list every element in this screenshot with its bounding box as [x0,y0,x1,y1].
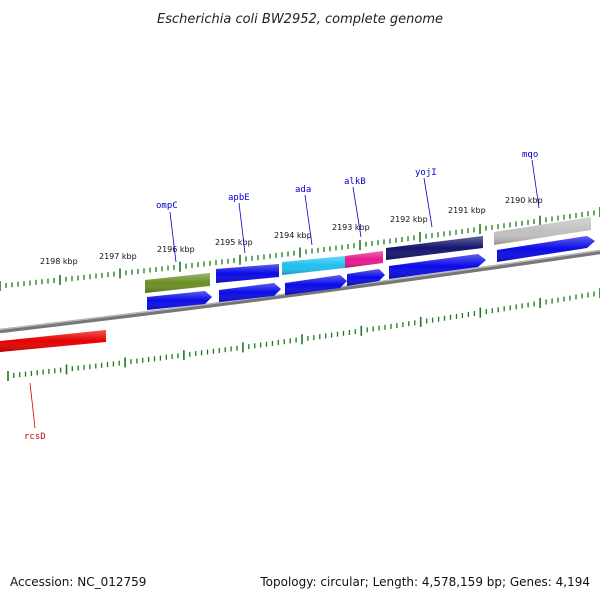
gene-label-yojI[interactable]: yojI [415,168,437,178]
scale-label: 2190 kbp [505,196,543,205]
gene-label-ada[interactable]: ada [295,185,311,195]
scale-label: 2195 kbp [215,238,253,247]
scale-label: 2198 kbp [40,257,78,266]
scale-ticks-inner [7,288,600,381]
gene-label-mqo[interactable]: mqo [522,150,538,160]
map-title: Escherichia coli BW2952, complete genome [157,12,443,27]
genome-backbone [0,249,600,334]
scale-label: 2192 kbp [390,215,428,224]
gene-blocks-forward [145,217,591,293]
scale-label: 2193 kbp [332,223,370,232]
scale-label: 2194 kbp [274,231,312,240]
gene-label-alkB[interactable]: alkB [344,177,366,187]
scale-labels: 2198 kbp 2197 kbp 2196 kbp 2195 kbp 2194… [40,196,543,266]
gene-labels: ompC apbE ada alkB yojI mqo [156,150,538,211]
scale-label: 2197 kbp [99,252,137,261]
gene-label-ompC[interactable]: ompC [156,201,178,211]
accession-text: Accession: NC_012759 [10,575,146,589]
rcsD-leader [29,382,36,429]
scale-ticks-outer [0,207,600,291]
genome-summary-text: Topology: circular; Length: 4,578,159 bp… [259,575,590,589]
cds-arrows [147,236,595,310]
gene-label-leaders [169,159,540,263]
gene-label-apbE[interactable]: apbE [228,193,250,203]
scale-label: 2196 kbp [157,245,195,254]
scale-label: 2191 kbp [448,206,486,215]
gene-label-rcsD[interactable]: rcsD [24,432,46,442]
